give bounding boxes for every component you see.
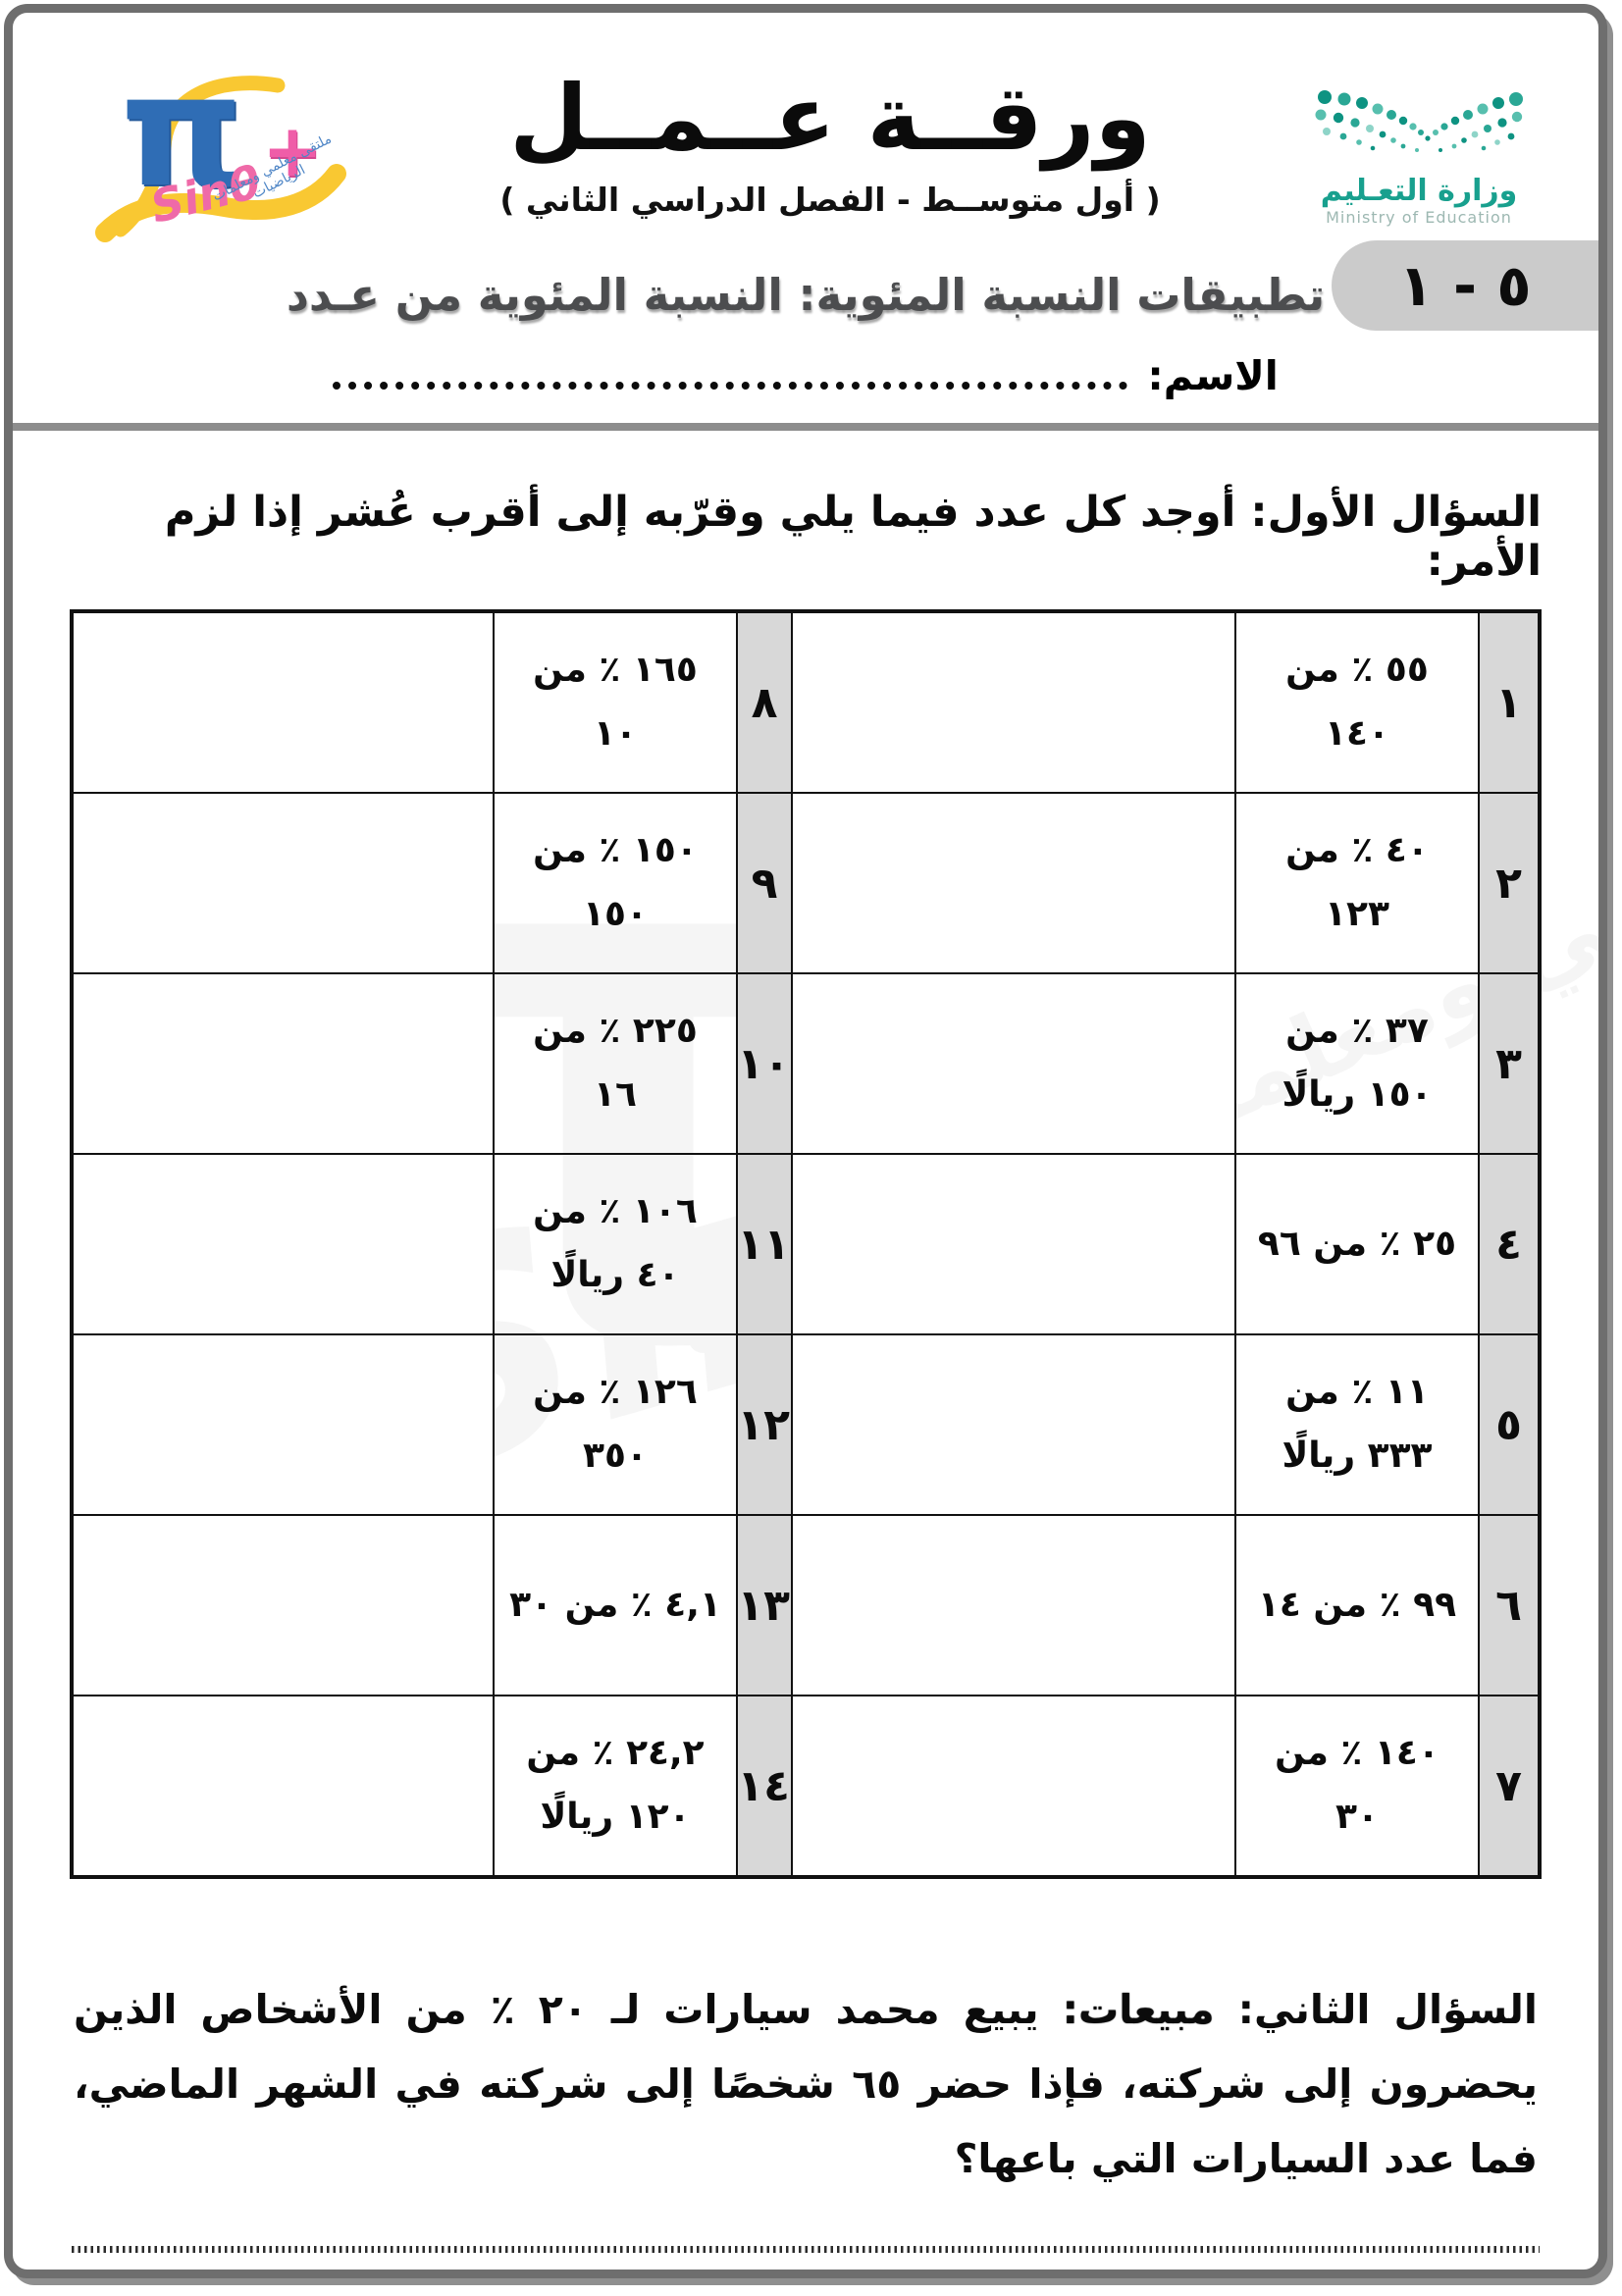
worksheet-title: ورقــة عــمــل [509,66,1151,171]
problem-number-left: ١٢ [736,1333,793,1516]
problem-text-right: ٥٥ ٪ من ١٤٠ [1234,610,1480,794]
answer-cell-right [791,972,1236,1155]
problem-number-left: ٨ [736,610,793,794]
problem-number-right: ٥ [1478,1333,1541,1516]
lesson-number-badge: ٥ - ١ [1332,240,1598,331]
lesson-row: تطبيقات النسبة المئوية: النسبة المئوية م… [70,248,1542,342]
problem-text-left: ١٦٥ ٪ من ١٠ [493,610,738,794]
table-row: ٥ ١١ ٪ من ٣٣٣ ريالًا ١٢ ١٢٦ ٪ من ٣٥٠ [71,1333,1541,1516]
answer-cell-left [71,1333,495,1516]
problem-number-left: ١١ [736,1153,793,1335]
answer-cell-right [791,792,1236,974]
problem-number-left: ١٣ [736,1514,793,1696]
answer-cell-left [71,792,495,974]
problem-number-right: ٦ [1478,1514,1541,1696]
problem-text-right: ٤٠ ٪ من ١٢٣ [1234,792,1480,974]
problem-text-right: ٣٧ ٪ من ١٥٠ ريالًا [1234,972,1480,1155]
answer-line-1 [72,2245,1540,2253]
answer-cell-left [71,1695,495,1878]
table-row: ٧ ١٤٠ ٪ من ٣٠ ١٤ ٢٤,٢ ٪ من ١٢٠ ريالًا [71,1695,1541,1878]
header-divider [13,423,1598,431]
question1-heading: السؤال الأول: أوجد كل عدد فيما يلي وقرّب… [164,488,1542,586]
question2-topic-label: مبيعات: [1062,1986,1215,2033]
problem-number-right: ١ [1478,610,1541,794]
problem-number-right: ٧ [1478,1695,1541,1878]
table-row: ٢ ٤٠ ٪ من ١٢٣ ٩ ١٥٠ ٪ من ١٥٠ [71,792,1541,974]
table-row: ٤ ٢٥ ٪ من ٩٦ ١١ ١٠٦ ٪ من ٤٠ ريالًا [71,1153,1541,1335]
answer-cell-right [791,1333,1236,1516]
problem-number-right: ٤ [1478,1153,1541,1335]
problem-text-right: ٩٩ ٪ من ١٤ [1234,1514,1480,1696]
problem-text-right: ١٤٠ ٪ من ٣٠ [1234,1695,1480,1878]
problem-number-left: ١٤ [736,1695,793,1878]
table-row: ١ ٥٥ ٪ من ١٤٠ ٨ ١٦٥ ٪ من ١٠ [71,610,1541,794]
question2-text: السؤال الثاني: مبيعات: يبيع محمد سيارات … [74,1973,1538,2197]
table-row: ٦ ٩٩ ٪ من ١٤ ١٣ ٤,١ ٪ من ٣٠ [71,1514,1541,1696]
answer-cell-left [71,610,495,794]
answer-cell-right [791,1695,1236,1878]
problem-text-right: ١١ ٪ من ٣٣٣ ريالًا [1234,1333,1480,1516]
name-row: الاسم: [70,352,1542,409]
lesson-topic: تطبيقات النسبة المئوية: النسبة المئوية م… [286,269,1326,321]
answer-cell-left [71,1153,495,1335]
question1-table: ١ ٥٥ ٪ من ١٤٠ ٨ ١٦٥ ٪ من ١٠ ٢ ٤٠ ٪ من ١٢… [70,609,1542,1879]
worksheet-page: π Sinθ ملتقى معلمي ومعلمات الرياضيات π +… [4,4,1607,2278]
ministry-name-arabic: وزارة التعـليم [1320,174,1518,208]
problem-number-right: ٢ [1478,792,1541,974]
problem-text-left: ١٠٦ ٪ من ٤٠ ريالًا [493,1153,738,1335]
problem-text-left: ٢٤,٢ ٪ من ١٢٠ ريالًا [493,1695,738,1878]
logo-yellow-swoosh-icon [95,76,346,242]
problem-number-left: ١٠ [736,972,793,1155]
table-row: ٣ ٣٧ ٪ من ١٥٠ ريالًا ١٠ ٢٢٥ ٪ من ١٦ [71,972,1541,1155]
logo-plus-icon: + [262,109,324,193]
problem-number-right: ٣ [1478,972,1541,1155]
answer-cell-right [791,1153,1236,1335]
answer-cell-right [791,610,1236,794]
worksheet-subtitle: ( أول متوســط - الفصل الدراسي الثاني ) [499,180,1161,219]
answer-cell-left [71,1514,495,1696]
answer-cell-left [71,972,495,1155]
ministry-name-english: Ministry of Education [1326,208,1512,227]
title-block: ورقــة عــمــل ( أول متوســط - الفصل الد… [364,58,1296,219]
problem-text-left: ١٢٦ ٪ من ٣٥٠ [493,1333,738,1516]
problem-number-left: ٩ [736,792,793,974]
header: π + Sinθ ملتقى معلمي ومعلمات الرياضيات و… [70,54,1542,244]
name-label: الاسم: [1147,352,1279,399]
math-forum-logo: π + Sinθ ملتقى معلمي ومعلمات الرياضيات [70,54,364,249]
ministry-dots-icon [1315,90,1523,152]
question2-body: يبيع محمد سيارات لـ ٢٠ ٪ من الأشخاص الذي… [74,1986,1539,2182]
question2-label: السؤال الثاني: [1237,1986,1538,2033]
logo-pi-icon: π [121,41,243,222]
problem-text-left: ١٥٠ ٪ من ١٥٠ [493,792,738,974]
problem-text-right: ٢٥ ٪ من ٩٦ [1234,1153,1480,1335]
problem-text-left: ٢٢٥ ٪ من ١٦ [493,972,738,1155]
answer-cell-right [791,1514,1236,1696]
ministry-logo: وزارة التعـليم Ministry of Education [1296,58,1542,227]
name-fill-in-line [333,382,1128,390]
problem-text-left: ٤,١ ٪ من ٣٠ [493,1514,738,1696]
q1-table-body: ١ ٥٥ ٪ من ١٤٠ ٨ ١٦٥ ٪ من ١٠ ٢ ٤٠ ٪ من ١٢… [71,610,1541,1878]
